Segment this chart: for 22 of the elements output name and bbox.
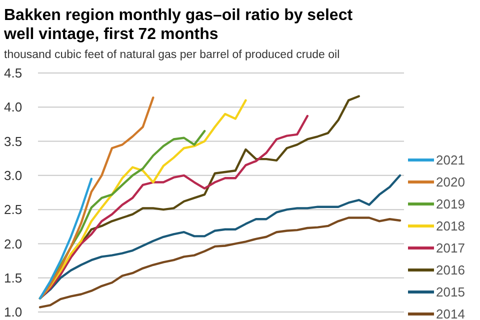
y-tick-label: 3.5 xyxy=(4,134,22,149)
y-tick-label: 1.5 xyxy=(4,270,22,286)
legend-label: 2020 xyxy=(436,174,465,190)
legend-label: 2019 xyxy=(436,196,465,212)
y-tick-label: 2.5 xyxy=(4,202,22,218)
chart-subtitle: thousand cubic feet of natural gas per barrel of produced crude oil xyxy=(4,49,340,61)
y-tick-label: 3.0 xyxy=(4,168,22,183)
legend-label: 2016 xyxy=(436,262,465,278)
y-tick-label: 4.5 xyxy=(4,66,22,81)
line-series xyxy=(38,178,93,300)
y-tick-label: 2.0 xyxy=(4,236,22,252)
y-tick-label: 4.0 xyxy=(4,100,22,115)
line-series xyxy=(38,96,154,300)
y-tick-label: 1.0 xyxy=(4,304,22,320)
legend-label: 2017 xyxy=(436,240,465,256)
legend-label: 2021 xyxy=(436,152,465,168)
legend-label: 2018 xyxy=(436,218,465,234)
chart-title: Bakken region monthly gas–oil ratio by select well vintage, first 72 months xyxy=(3,7,354,43)
legend-label: 2014 xyxy=(436,306,465,320)
line-series xyxy=(38,174,402,300)
legend-label: 2015 xyxy=(436,284,465,300)
line-series xyxy=(38,216,402,308)
